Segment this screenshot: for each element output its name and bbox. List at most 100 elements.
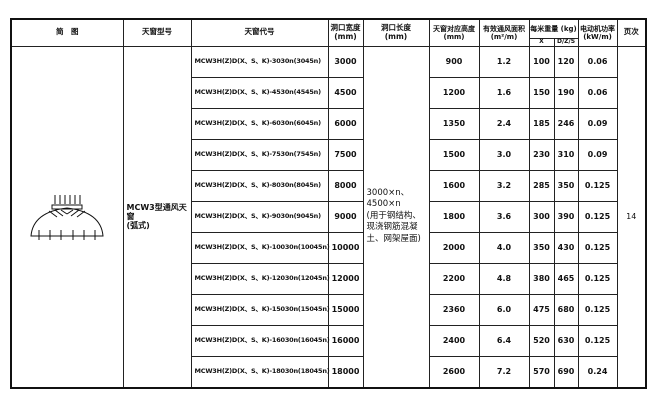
motor-power-cell: 0.09: [577, 138, 618, 171]
vent-area-cell: 3.2: [478, 169, 530, 202]
opening-width-cell: 7500: [327, 138, 364, 171]
weight-dzs-cell: 310: [553, 138, 579, 171]
weight-dzs-cell: 430: [553, 231, 579, 264]
ventilator-sketch-icon: [30, 194, 104, 240]
table-row: MCW3H(Z)D(X、S、K)-4530n(4545n) 4500 1200 1.6…: [11, 76, 646, 109]
height-cell: 2400: [428, 324, 480, 357]
diagram-cell: [10, 45, 124, 388]
motor-power-cell: 0.06: [577, 76, 618, 109]
height-cell: 1600: [428, 169, 480, 202]
code-cell: MCW3H(Z)D(X、S、K)-6030n(6045n): [190, 107, 329, 140]
ventilator-spec-table: 简 图 天窗型号 天窗代号 洞口宽度 (mm) 洞口长度 (mm) 天窗对应高度…: [10, 18, 648, 389]
header-weight-dzs: D/Z/S: [553, 37, 579, 47]
weight-dzs-cell: 350: [553, 169, 579, 202]
vent-area-cell: 4.8: [478, 262, 530, 295]
weight-dzs-cell: 465: [553, 262, 579, 295]
weight-dzs-cell: 680: [553, 293, 579, 326]
model-name: MCW3型通风天窗 (弧式): [122, 45, 192, 388]
weight-x-cell: 570: [528, 355, 555, 388]
table-row: MCW3H(Z)D(X、S、K)-7530n(7545n) 7500 1500 3.0…: [11, 138, 646, 171]
weight-x-cell: 285: [528, 169, 555, 202]
header-weight-x: X: [528, 37, 555, 47]
header-diagram: 简 图: [10, 18, 124, 47]
table-row: MCW3H(Z)D(X、S、K)-9030n(9045n) 9000 1800 3.6…: [11, 200, 646, 233]
opening-width-cell: 3000: [327, 45, 364, 78]
motor-power-cell: 0.09: [577, 107, 618, 140]
vent-area-cell: 6.0: [478, 293, 530, 326]
weight-dzs-cell: 120: [553, 45, 579, 78]
weight-x-cell: 380: [528, 262, 555, 295]
code-cell: MCW3H(Z)D(X、S、K)-3030n(3045n): [190, 45, 329, 78]
code-cell: MCW3H(Z)D(X、S、K)-10030n(10045n): [190, 231, 330, 264]
code-cell: MCW3H(Z)D(X、S、K)-8030n(8045n): [190, 169, 329, 202]
opening-width-cell: 6000: [327, 107, 364, 140]
opening-width-cell: 12000: [327, 262, 364, 295]
opening-width-cell: 18000: [327, 355, 364, 388]
weight-x-cell: 230: [528, 138, 555, 171]
height-cell: 1200: [428, 76, 480, 109]
table-row: MCW3H(Z)D(X、S、K)-8030n(8045n) 8000 1600 3.2…: [11, 169, 646, 202]
header-vent-area: 有效通风面积 (m²/m): [478, 18, 530, 47]
vent-area-cell: 1.6: [478, 76, 530, 109]
table-row: MCW3型通风天窗 (弧式) MCW3H(Z)D(X、S、K)-3030n(304…: [10, 45, 647, 388]
vent-area-cell: 2.4: [478, 107, 530, 140]
height-cell: 1350: [428, 107, 480, 140]
weight-dzs-cell: 690: [553, 355, 579, 388]
opening-width-cell: 9000: [327, 200, 364, 233]
vent-area-cell: 6.4: [478, 324, 530, 357]
table-row: MCW3H(Z)D(X、S、K)-15030n(15045n) 15000 2360…: [11, 293, 646, 326]
vent-area-cell: 3.6: [478, 200, 530, 233]
code-cell: MCW3H(Z)D(X、S、K)-7530n(7545n): [190, 138, 329, 171]
motor-power-cell: 0.125: [577, 200, 618, 233]
height-cell: 1800: [428, 200, 480, 233]
opening-length-note: 3000×n、 4500×n (用于钢结构、 现浇钢筋混凝 土、网架屋面): [362, 45, 430, 388]
opening-width-cell: 4500: [327, 76, 364, 109]
motor-power-cell: 0.125: [577, 293, 618, 326]
height-cell: 2000: [428, 231, 480, 264]
weight-x-cell: 185: [528, 107, 555, 140]
weight-dzs-cell: 190: [553, 76, 579, 109]
weight-dzs-cell: 246: [553, 107, 579, 140]
code-cell: MCW3H(Z)D(X、S、K)-16030n(16045n): [190, 324, 330, 357]
code-cell: MCW3H(Z)D(X、S、K)-18030n(18045n): [190, 355, 330, 388]
motor-power-cell: 0.24: [577, 355, 618, 388]
code-cell: MCW3H(Z)D(X、S、K)-15030n(15045n): [190, 293, 330, 326]
weight-dzs-cell: 390: [553, 200, 579, 233]
weight-x-cell: 475: [528, 293, 555, 326]
page-number: 14: [616, 45, 647, 388]
vent-area-cell: 3.0: [478, 138, 530, 171]
height-cell: 2600: [428, 355, 480, 388]
vent-area-cell: 1.2: [478, 45, 530, 78]
height-cell: 1500: [428, 138, 480, 171]
height-cell: 900: [428, 45, 480, 78]
header-page: 页次: [616, 18, 647, 47]
header-motor-power: 电动机功率 (kW/m): [577, 18, 618, 47]
header-opening-length: 洞口长度 (mm): [362, 18, 430, 47]
weight-x-cell: 300: [528, 200, 555, 233]
opening-width-cell: 15000: [327, 293, 364, 326]
header-weight: 每米重量 (kg): [528, 18, 579, 39]
header-opening-width: 洞口宽度 (mm): [327, 18, 364, 47]
vent-area-cell: 7.2: [478, 355, 530, 388]
table-row: MCW3H(Z)D(X、S、K)-16030n(16045n) 16000 2400…: [11, 324, 646, 357]
vent-area-cell: 4.0: [478, 231, 530, 264]
height-cell: 2360: [428, 293, 480, 326]
table-row: MCW3H(Z)D(X、S、K)-18030n(18045n) 18000 2600…: [11, 355, 646, 388]
height-cell: 2200: [428, 262, 480, 295]
weight-x-cell: 350: [528, 231, 555, 264]
header-height: 天窗对应高度 (mm): [428, 18, 480, 47]
motor-power-cell: 0.06: [577, 45, 618, 78]
code-cell: MCW3H(Z)D(X、S、K)-12030n(12045n): [190, 262, 330, 295]
weight-x-cell: 150: [528, 76, 555, 109]
weight-x-cell: 520: [528, 324, 555, 357]
weight-x-cell: 100: [528, 45, 555, 78]
opening-width-cell: 16000: [327, 324, 364, 357]
header-model: 天窗型号: [122, 18, 192, 47]
code-cell: MCW3H(Z)D(X、S、K)-9030n(9045n): [190, 200, 329, 233]
header-code: 天窗代号: [190, 18, 329, 47]
opening-width-cell: 8000: [327, 169, 364, 202]
weight-dzs-cell: 630: [553, 324, 579, 357]
code-cell: MCW3H(Z)D(X、S、K)-4530n(4545n): [190, 76, 329, 109]
motor-power-cell: 0.125: [577, 169, 618, 202]
motor-power-cell: 0.125: [577, 262, 618, 295]
